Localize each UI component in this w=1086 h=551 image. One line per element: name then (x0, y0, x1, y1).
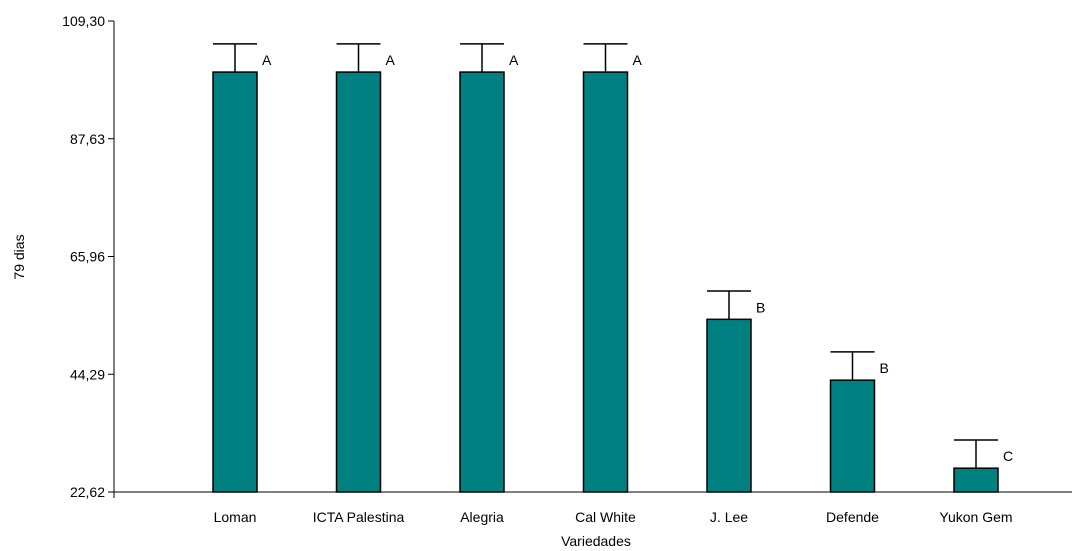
x-tick-label: ICTA Palestina (313, 509, 405, 525)
y-tick-label: 44,29 (70, 366, 105, 382)
bar-yukon-gem (953, 467, 999, 493)
significance-letter: B (880, 360, 889, 376)
x-axis-title: Variedades (561, 533, 631, 549)
y-axis-title: 79 dias (11, 234, 27, 279)
significance-letter: A (386, 52, 396, 68)
bar-defende (829, 379, 876, 493)
bar-alegria (459, 71, 505, 493)
bar-loman (212, 71, 258, 493)
y-tick-label: 65,96 (70, 249, 105, 265)
x-tick-label: Yukon Gem (939, 509, 1012, 525)
x-tick-label: Defende (826, 509, 879, 525)
x-tick-label: Alegria (460, 509, 504, 525)
bars-group: A Loman A ICTA Palestina A Alegria A Cal White B… (212, 43, 1013, 525)
x-tick-label: Loman (214, 509, 257, 525)
significance-letter: A (509, 52, 519, 68)
significance-letter: A (633, 52, 643, 68)
y-tick-label: 109,30 (62, 13, 105, 29)
bar-icta-palestina (335, 71, 382, 493)
y-tick-label: 87,63 (70, 131, 105, 147)
significance-letter: C (1003, 448, 1013, 464)
x-tick-label: Cal White (575, 509, 636, 525)
bar-cal-white (582, 71, 629, 493)
bar-j-lee (706, 318, 752, 493)
x-tick-label: J. Lee (710, 509, 748, 525)
y-axis: 22,62 44,29 65,96 87,63 109,30 (62, 13, 115, 500)
y-tick-label: 22,62 (70, 484, 105, 500)
significance-letter: A (262, 52, 272, 68)
significance-letter: B (756, 299, 765, 315)
